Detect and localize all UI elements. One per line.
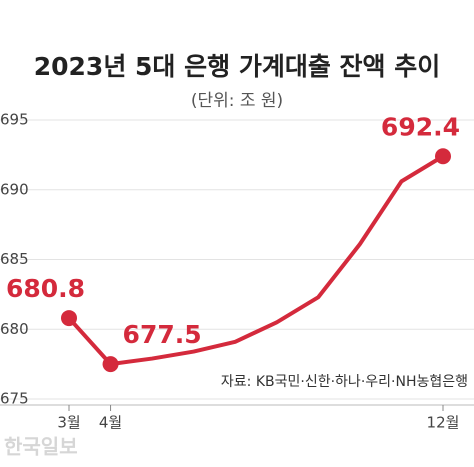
source-note: 자료: KB국민·신한·하나·우리·NH농협은행 — [221, 374, 468, 390]
chart-title: 2023년 5대 은행 가계대출 잔액 추이 — [34, 52, 441, 81]
watermark: 한국일보 — [4, 435, 78, 459]
y-tick-label: 695 — [0, 111, 29, 129]
chart-subtitle: (단위: 조 원) — [191, 91, 283, 111]
grid — [0, 119, 474, 400]
value-label: 680.8 — [6, 274, 85, 303]
y-tick-label: 675 — [0, 390, 29, 408]
marker — [61, 310, 77, 327]
value-label: 677.5 — [123, 320, 202, 349]
line — [67, 154, 445, 367]
marker — [102, 356, 119, 373]
marker — [435, 148, 451, 165]
y-tick-label: 680 — [0, 320, 29, 338]
value-label: 692.4 — [381, 112, 460, 141]
x-tick-label: 4월 — [99, 414, 122, 432]
y-tick-label: 690 — [0, 180, 29, 198]
x-tick-label: 12월 — [427, 414, 460, 432]
y-tick-label: 685 — [0, 250, 29, 268]
x-tick-label: 3월 — [57, 414, 80, 432]
